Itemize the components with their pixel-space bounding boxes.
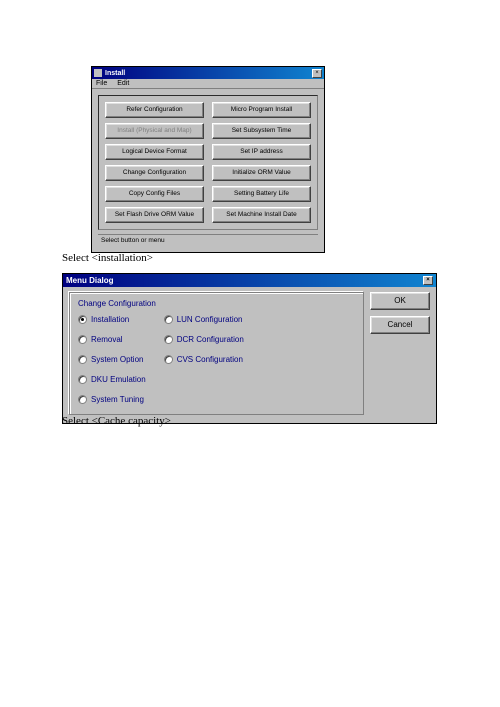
initialize-orm-value-button[interactable]: Initialize ORM Value bbox=[212, 165, 311, 181]
set-ip-address-button[interactable]: Set IP address bbox=[212, 144, 311, 160]
dialog-buttons: OK Cancel bbox=[370, 292, 430, 415]
radio-dku-emulation[interactable]: DKU Emulation bbox=[78, 372, 146, 386]
install-body: Refer Configuration Micro Program Instal… bbox=[92, 89, 324, 252]
close-icon[interactable]: × bbox=[312, 69, 322, 78]
radio-label: LUN Configuration bbox=[177, 315, 243, 324]
close-icon[interactable]: × bbox=[423, 276, 433, 285]
micro-program-install-button[interactable]: Micro Program Install bbox=[212, 102, 311, 118]
setting-battery-life-button[interactable]: Setting Battery Life bbox=[212, 186, 311, 202]
refer-configuration-button[interactable]: Refer Configuration bbox=[105, 102, 204, 118]
radio-dcr-configuration[interactable]: DCR Configuration bbox=[164, 332, 244, 346]
ok-button[interactable]: OK bbox=[370, 292, 430, 310]
radio-removal[interactable]: Removal bbox=[78, 332, 146, 346]
dialog-title: Menu Dialog bbox=[66, 276, 423, 285]
install-titlebar: Install × bbox=[92, 67, 324, 79]
radio-icon bbox=[78, 355, 87, 364]
radio-label: DKU Emulation bbox=[91, 375, 146, 384]
group-legend: Change Configuration bbox=[78, 299, 355, 308]
install-menubar: File Edit bbox=[92, 79, 324, 89]
app-icon bbox=[94, 69, 102, 77]
radio-lun-configuration[interactable]: LUN Configuration bbox=[164, 312, 244, 326]
radio-cvs-configuration[interactable]: CVS Configuration bbox=[164, 352, 244, 366]
set-flash-drive-orm-button[interactable]: Set Flash Drive ORM Value bbox=[105, 207, 204, 223]
install-button-grid: Refer Configuration Micro Program Instal… bbox=[98, 95, 318, 230]
radio-label: System Tuning bbox=[91, 395, 144, 404]
radio-icon bbox=[164, 315, 173, 324]
install-title: Install bbox=[105, 70, 312, 77]
radio-columns: Installation Removal System Option DKU E… bbox=[78, 312, 355, 406]
radio-label: System Option bbox=[91, 355, 143, 364]
menu-file[interactable]: File bbox=[96, 80, 107, 87]
menu-edit[interactable]: Edit bbox=[117, 80, 129, 87]
radio-icon bbox=[164, 335, 173, 344]
caption-select-installation: Select <installation> bbox=[62, 252, 153, 264]
radio-icon bbox=[78, 335, 87, 344]
radio-icon bbox=[164, 355, 173, 364]
radio-icon bbox=[78, 375, 87, 384]
radio-installation[interactable]: Installation bbox=[78, 312, 146, 326]
change-configuration-group: Change Configuration Installation Remova… bbox=[69, 292, 364, 415]
radio-label: Installation bbox=[91, 315, 129, 324]
change-configuration-button[interactable]: Change Configuration bbox=[105, 165, 204, 181]
set-subsystem-time-button[interactable]: Set Subsystem Time bbox=[212, 123, 311, 139]
radio-system-option[interactable]: System Option bbox=[78, 352, 146, 366]
set-machine-install-date-button[interactable]: Set Machine Install Date bbox=[212, 207, 311, 223]
radio-col-left: Installation Removal System Option DKU E… bbox=[78, 312, 146, 406]
logical-device-format-button[interactable]: Logical Device Format bbox=[105, 144, 204, 160]
radio-system-tuning[interactable]: System Tuning bbox=[78, 392, 146, 406]
install-window: Install × File Edit Refer Configuration … bbox=[91, 66, 325, 253]
install-physical-map-button: Install (Physical and Map) bbox=[105, 123, 204, 139]
dialog-titlebar: Menu Dialog × bbox=[63, 274, 436, 287]
radio-col-right: LUN Configuration DCR Configuration CVS … bbox=[164, 312, 244, 406]
cancel-button[interactable]: Cancel bbox=[370, 316, 430, 334]
radio-label: CVS Configuration bbox=[177, 355, 243, 364]
install-statusbar: Select button or menu bbox=[98, 234, 318, 246]
radio-icon bbox=[78, 315, 87, 324]
menu-dialog-window: Menu Dialog × Change Configuration Insta… bbox=[62, 273, 437, 424]
radio-label: Removal bbox=[91, 335, 123, 344]
radio-label: DCR Configuration bbox=[177, 335, 244, 344]
dialog-body: Change Configuration Installation Remova… bbox=[63, 287, 436, 423]
radio-icon bbox=[78, 395, 87, 404]
caption-select-cache-capacity: Select <Cache capacity> bbox=[62, 415, 171, 427]
copy-config-files-button[interactable]: Copy Config Files bbox=[105, 186, 204, 202]
